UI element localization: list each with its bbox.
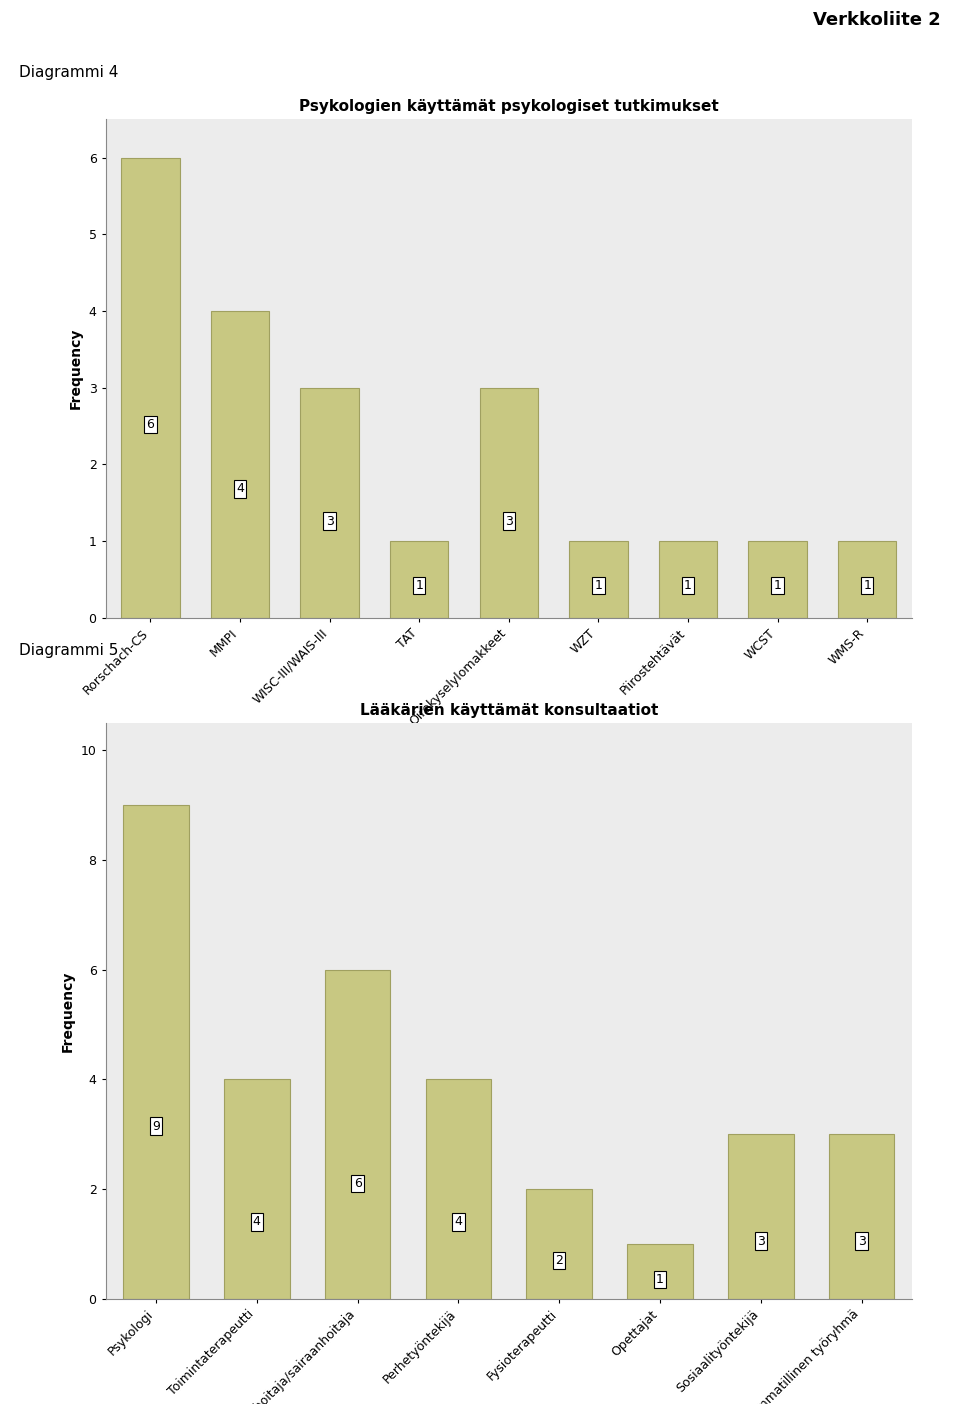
Text: 1: 1 [416, 578, 423, 592]
Bar [224, 1080, 290, 1299]
Text: Verkkoliite 2: Verkkoliite 2 [813, 11, 941, 29]
Text: 6: 6 [147, 418, 155, 431]
Text: Diagrammi 4: Diagrammi 4 [19, 65, 119, 80]
Bar [324, 970, 391, 1299]
Text: 1: 1 [656, 1273, 664, 1286]
Bar [211, 312, 269, 618]
Text: 4: 4 [236, 483, 244, 496]
Bar [749, 541, 806, 618]
Text: 9: 9 [152, 1119, 160, 1133]
Y-axis label: Frequency: Frequency [69, 329, 83, 409]
Text: 6: 6 [353, 1177, 362, 1191]
Text: 4: 4 [252, 1216, 261, 1228]
Bar [390, 541, 448, 618]
Bar [480, 388, 538, 618]
Bar [828, 1134, 895, 1299]
X-axis label: Psykologiset tutkimukset: Psykologiset tutkimukset [410, 734, 608, 748]
Bar [659, 541, 717, 618]
Text: 1: 1 [594, 578, 602, 592]
Text: 1: 1 [774, 578, 781, 592]
Bar [123, 806, 189, 1299]
Bar [121, 157, 180, 618]
Bar [526, 1189, 592, 1299]
Text: 3: 3 [756, 1234, 765, 1248]
Text: 3: 3 [505, 515, 513, 528]
Y-axis label: Frequency: Frequency [61, 970, 75, 1052]
Text: 1: 1 [863, 578, 871, 592]
Text: Diagrammi 5: Diagrammi 5 [19, 643, 119, 658]
Bar [425, 1080, 492, 1299]
Text: 3: 3 [857, 1234, 866, 1248]
Text: 2: 2 [555, 1254, 564, 1266]
Bar [569, 541, 628, 618]
Title: Psykologien käyttämät psykologiset tutkimukset: Psykologien käyttämät psykologiset tutki… [299, 100, 719, 114]
Bar [728, 1134, 794, 1299]
Bar [300, 388, 359, 618]
Bar [627, 1244, 693, 1299]
Text: 4: 4 [454, 1216, 463, 1228]
Title: Lääkärien käyttämät konsultaatiot: Lääkärien käyttämät konsultaatiot [360, 703, 658, 717]
Text: 1: 1 [684, 578, 692, 592]
Text: 3: 3 [325, 515, 333, 528]
Bar [838, 541, 897, 618]
